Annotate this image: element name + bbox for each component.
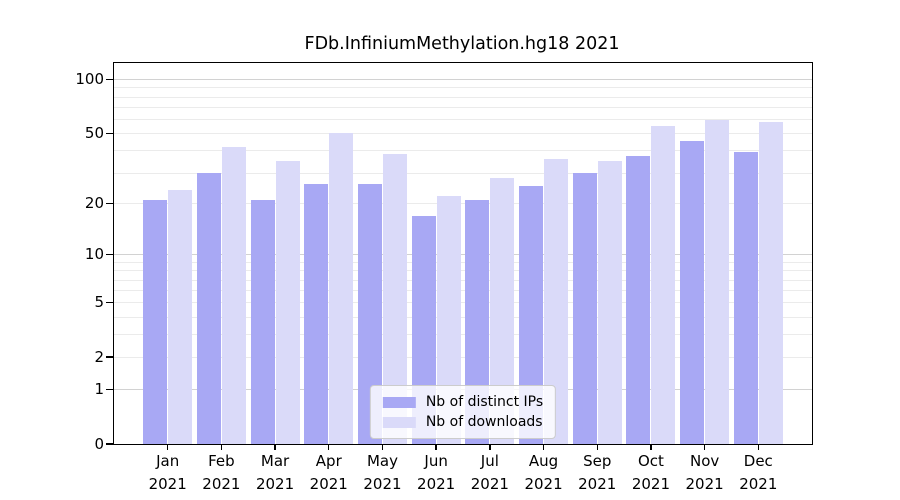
legend-item-downloads: Nb of downloads xyxy=(382,412,543,432)
y-tick-label: 1 xyxy=(94,379,104,398)
gridline-major xyxy=(114,254,812,256)
gridline-minor xyxy=(114,262,812,263)
bar-distinct-ips xyxy=(626,156,651,444)
gridline-minor xyxy=(114,290,812,292)
y-tick-label: 50 xyxy=(84,123,104,142)
bar-downloads xyxy=(758,121,783,444)
x-tick-label: Apr 2021 xyxy=(309,452,348,493)
gridline-minor xyxy=(114,107,812,109)
gridline-major xyxy=(114,79,812,81)
x-tick-mark xyxy=(328,444,330,450)
x-tick-label: Nov 2021 xyxy=(685,452,724,493)
bar-distinct-ips xyxy=(143,199,168,444)
bar-downloads xyxy=(221,146,246,444)
y-tick-mark xyxy=(106,301,113,304)
y-tick-label: 2 xyxy=(94,347,104,366)
gridline-minor xyxy=(114,334,812,336)
x-tick-mark xyxy=(650,444,652,450)
x-tick-label: Feb 2021 xyxy=(202,452,241,493)
x-tick-mark xyxy=(542,444,545,450)
gridline-minor xyxy=(114,279,812,281)
y-tick-mark xyxy=(106,253,113,256)
x-tick-label: Sep 2021 xyxy=(578,452,617,493)
bar-distinct-ips xyxy=(196,172,221,444)
gridline-minor xyxy=(114,133,812,135)
bar-downloads xyxy=(168,189,193,444)
legend-swatch-distinct-ips xyxy=(382,396,416,408)
legend-item-distinct-ips: Nb of distinct IPs xyxy=(382,392,544,412)
bar-distinct-ips xyxy=(572,172,597,444)
y-tick-label: 5 xyxy=(94,292,104,311)
x-tick-label: Jan 2021 xyxy=(148,452,187,493)
x-tick-label: Jun 2021 xyxy=(417,452,456,493)
bar-distinct-ips xyxy=(304,183,329,444)
gridline-minor xyxy=(114,316,812,318)
gridline-minor xyxy=(114,96,812,98)
gridline-minor xyxy=(114,357,812,359)
x-tick-mark xyxy=(220,444,223,450)
bar-distinct-ips xyxy=(680,141,705,444)
y-tick-label: 10 xyxy=(84,244,104,263)
y-tick-label: 100 xyxy=(75,69,104,88)
bar-distinct-ips xyxy=(733,152,758,444)
y-tick-mark xyxy=(106,356,113,358)
y-tick-label: 0 xyxy=(94,434,104,453)
bar-downloads xyxy=(275,160,300,444)
bar-downloads xyxy=(597,160,622,444)
y-tick-mark xyxy=(106,202,113,205)
x-tick-mark xyxy=(166,444,169,450)
gridline-minor xyxy=(114,172,812,174)
y-tick-mark xyxy=(106,443,113,445)
gridline-minor xyxy=(114,87,812,89)
y-tick-mark xyxy=(106,388,113,390)
x-tick-mark xyxy=(703,444,706,450)
y-tick-mark xyxy=(106,132,113,134)
bar-downloads xyxy=(329,133,354,444)
legend-label-downloads: Nb of downloads xyxy=(425,414,543,430)
x-tick-label: May 2021 xyxy=(363,452,402,493)
bar-downloads xyxy=(651,125,676,444)
x-tick-mark xyxy=(757,444,759,450)
axes-layer: 0 1 2 5 10 20 50 100 Jan 2021 Feb 2021 Mar 2021 Apr 202… xyxy=(75,63,812,492)
x-tick-label: Jul 2021 xyxy=(470,452,509,493)
gridline-minor xyxy=(114,302,812,304)
x-tick-mark xyxy=(596,444,598,450)
gridline-minor xyxy=(114,150,812,152)
x-tick-label: Aug 2021 xyxy=(524,452,563,493)
gridline-minor xyxy=(114,203,812,205)
plot-area: 0 1 2 5 10 20 50 100 Jan 2021 Feb 2021 Mar 2021 Apr 202… xyxy=(75,62,813,493)
chart-title: FDb.InfiniumMethylation.hg18 2021 xyxy=(304,34,620,54)
y-tick-mark xyxy=(106,78,113,80)
x-tick-mark xyxy=(489,444,491,450)
x-tick-label: Oct 2021 xyxy=(631,452,671,493)
bar-downloads xyxy=(705,120,730,444)
x-tick-mark xyxy=(274,444,276,450)
x-tick-mark xyxy=(381,444,384,450)
y-tick-label: 20 xyxy=(84,193,104,212)
gridline-minor xyxy=(114,270,812,272)
legend-label-distinct-ips: Nb of distinct IPs xyxy=(425,394,544,410)
x-tick-label: Dec 2021 xyxy=(739,452,778,493)
gridline-minor xyxy=(114,119,812,121)
legend-swatch-downloads xyxy=(382,416,416,428)
x-tick-label: Mar 2021 xyxy=(255,452,295,493)
legend: Nb of distinct IPs Nb of downloads xyxy=(369,385,557,439)
bar-distinct-ips xyxy=(250,199,275,444)
bars-layer xyxy=(114,63,812,444)
x-tick-mark xyxy=(435,444,437,450)
